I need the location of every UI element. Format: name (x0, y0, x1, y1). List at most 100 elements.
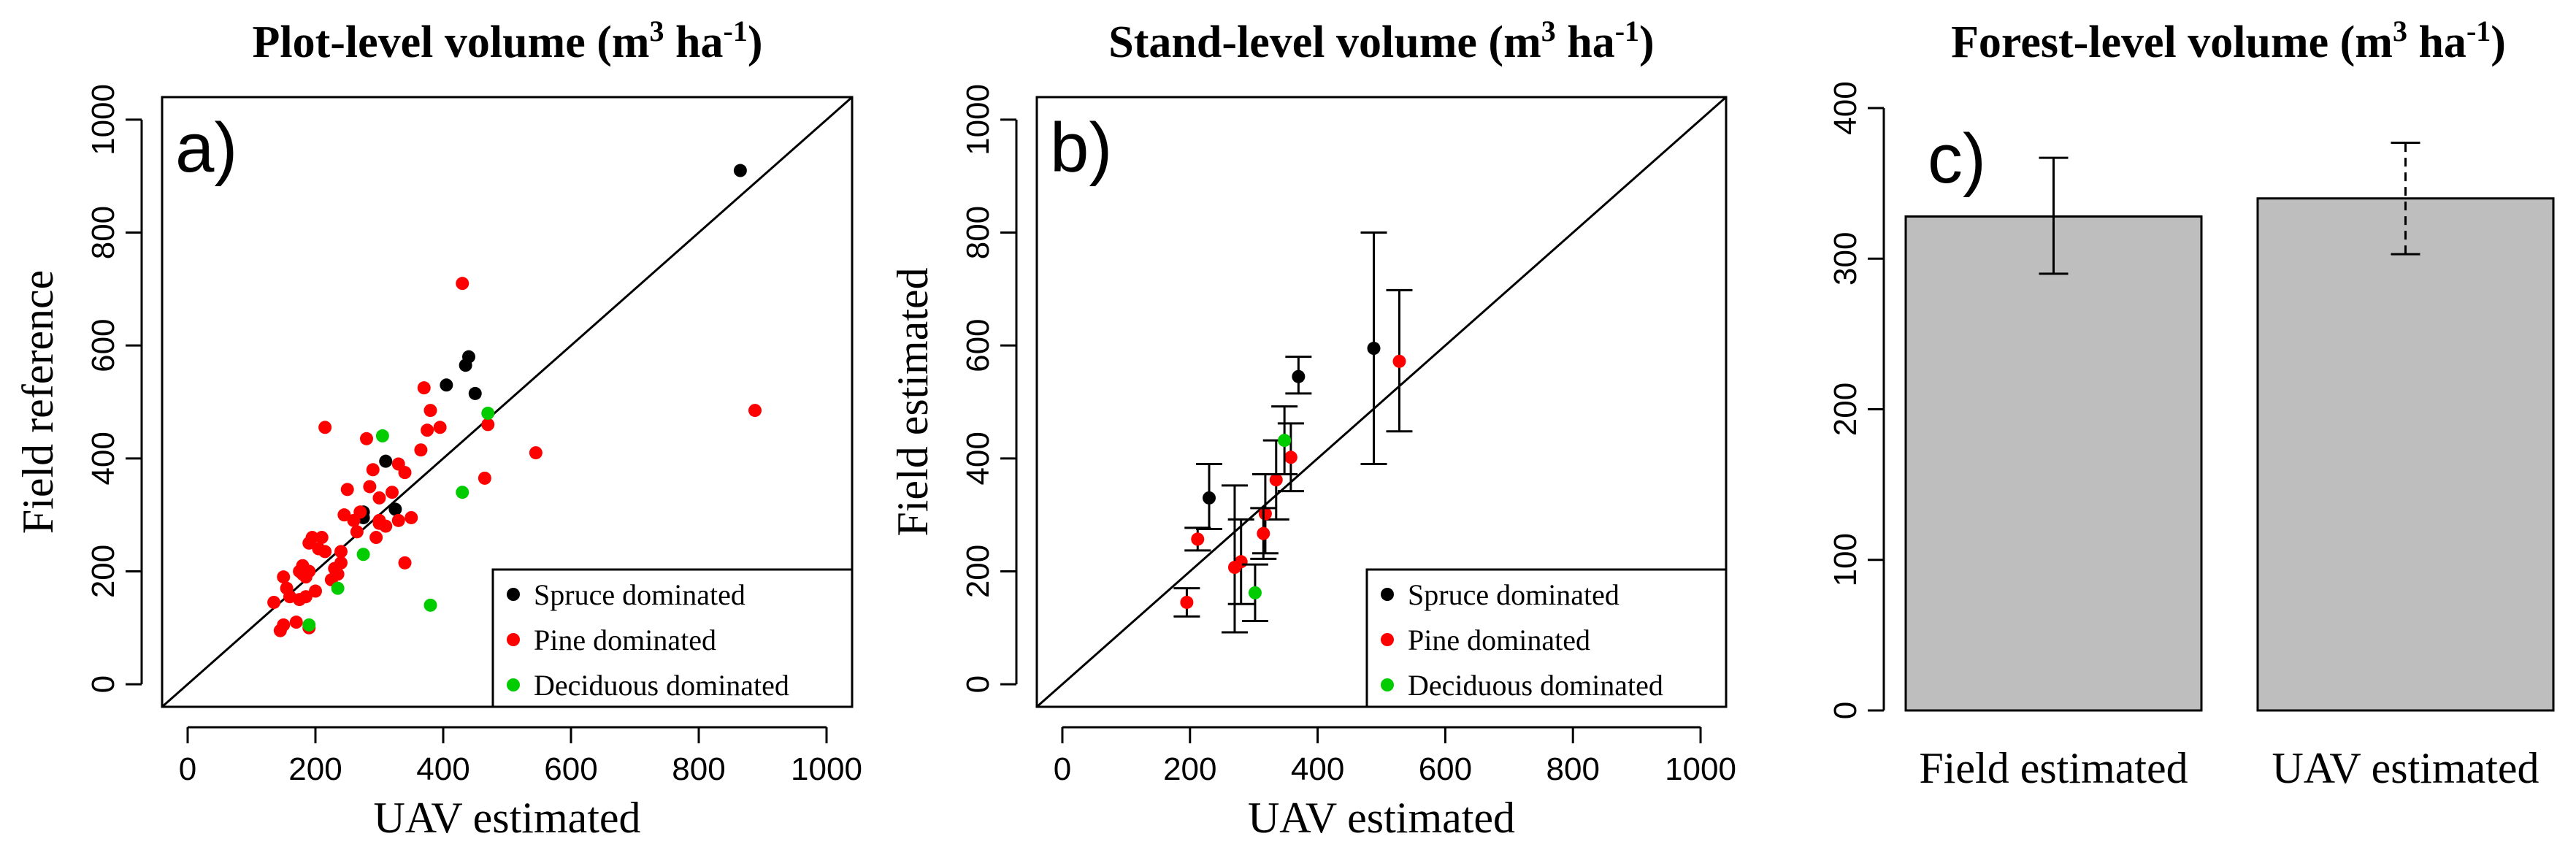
data-point (363, 480, 377, 494)
x-tick-label: 400 (1291, 751, 1344, 787)
x-tick-label: 0 (179, 751, 196, 787)
series-deciduous-dominated (1241, 405, 1298, 622)
x-tick-label: 1000 (791, 751, 862, 787)
y-tick-label: 800 (960, 206, 996, 259)
data-point (398, 556, 412, 570)
panel-b-stand-level: Stand-level volume (m3 ha-1) 0 200 400 600 80… (889, 15, 1736, 842)
error-bar (2391, 141, 2420, 256)
data-point (1392, 354, 1406, 368)
data-point (391, 457, 405, 471)
y-axis: 0 200 400 600 800 1000 (85, 84, 143, 693)
x-tick-label: 1000 (1665, 751, 1736, 787)
series-spruce-dominated (1196, 231, 1387, 530)
error-bar (1221, 484, 1248, 634)
data-point (302, 536, 316, 550)
data-point (340, 483, 354, 497)
y-tick-label: 400 (1828, 81, 1863, 134)
legend-box (491, 568, 854, 708)
data-point (456, 277, 469, 291)
data-point (302, 618, 316, 632)
legend-label: Spruce dominated (1408, 578, 1619, 611)
chart-title: Stand-level volume (m3 ha-1) (1108, 15, 1654, 67)
y-tick-label: 800 (85, 206, 121, 259)
data-point (369, 531, 383, 545)
data-point (309, 584, 322, 598)
data-point (1203, 491, 1216, 505)
data-point (277, 570, 291, 584)
y-tick-label: 1000 (85, 84, 121, 156)
y-tick-label: 400 (960, 432, 996, 485)
data-point (1292, 369, 1306, 383)
legend-marker (507, 633, 520, 646)
data-point (733, 164, 747, 177)
x-axis: 0 200 400 600 800 1000 (1054, 726, 1736, 787)
legend-box (1365, 568, 1728, 708)
y-tick-label: 100 (1828, 533, 1863, 586)
panel-label: a) (175, 109, 237, 187)
data-point (331, 567, 345, 581)
data-point (360, 432, 373, 445)
data-point (440, 378, 453, 392)
series-deciduous-dominated (302, 406, 495, 632)
identity-line (1036, 96, 1727, 708)
legend-label: Deciduous dominated (534, 669, 789, 702)
y-tick-label: 0 (960, 675, 996, 693)
series-spruce-dominated (356, 164, 747, 524)
data-point (456, 486, 469, 499)
y-tick-label: 0 (1828, 702, 1863, 719)
data-point (267, 595, 281, 609)
x-tick-label: 800 (672, 751, 725, 787)
x-tick-label: 400 (416, 751, 469, 787)
data-point (748, 404, 762, 418)
y-tick-label: 200 (960, 545, 996, 598)
data-point (312, 542, 326, 556)
legend: Spruce dominated Pine dominated Deciduous … (491, 568, 854, 708)
data-point (372, 513, 386, 527)
y-axis-label: Field reference (14, 270, 62, 534)
data-point (293, 564, 307, 578)
data-point (1191, 532, 1205, 546)
y-tick-label: 0 (85, 675, 121, 693)
data-point (1227, 561, 1241, 575)
legend-marker (1381, 633, 1394, 646)
data-point (372, 491, 386, 505)
data-point (350, 525, 364, 539)
data-point (337, 508, 351, 522)
x-category-label: UAV estimated (2272, 744, 2539, 792)
data-point (1278, 434, 1292, 448)
y-tick-label: 400 (85, 432, 121, 485)
data-point (1284, 451, 1297, 464)
data-point (356, 548, 370, 562)
y-tick-label: 200 (85, 545, 121, 598)
series-pine-dominated (267, 277, 762, 637)
data-point (421, 424, 434, 437)
data-point (423, 404, 437, 418)
x-axis-label: UAV estimated (1248, 794, 1515, 842)
data-point (379, 454, 393, 468)
x-tick-label: 0 (1054, 751, 1071, 787)
legend-marker (507, 678, 520, 691)
y-axis-label: Field estimated (889, 267, 937, 536)
data-point (388, 502, 402, 516)
data-point (386, 486, 399, 499)
data-point (478, 471, 491, 485)
legend-marker (507, 588, 520, 601)
data-point (1257, 526, 1270, 540)
data-point (280, 581, 294, 595)
x-tick-label: 600 (1419, 751, 1472, 787)
panel-label: b) (1050, 109, 1112, 187)
legend-marker (1381, 588, 1394, 601)
data-point (391, 513, 405, 527)
y-tick-label: 600 (960, 318, 996, 372)
data-point (481, 418, 495, 432)
data-point (289, 616, 303, 629)
legend: Spruce dominated Pine dominated Deciduous … (1365, 568, 1728, 708)
x-axis-label: UAV estimated (373, 794, 640, 842)
data-point (1180, 595, 1194, 609)
data-point (433, 421, 447, 434)
data-point (347, 513, 361, 527)
data-point (1248, 586, 1262, 599)
data-point (1269, 473, 1283, 487)
data-point (468, 386, 482, 400)
